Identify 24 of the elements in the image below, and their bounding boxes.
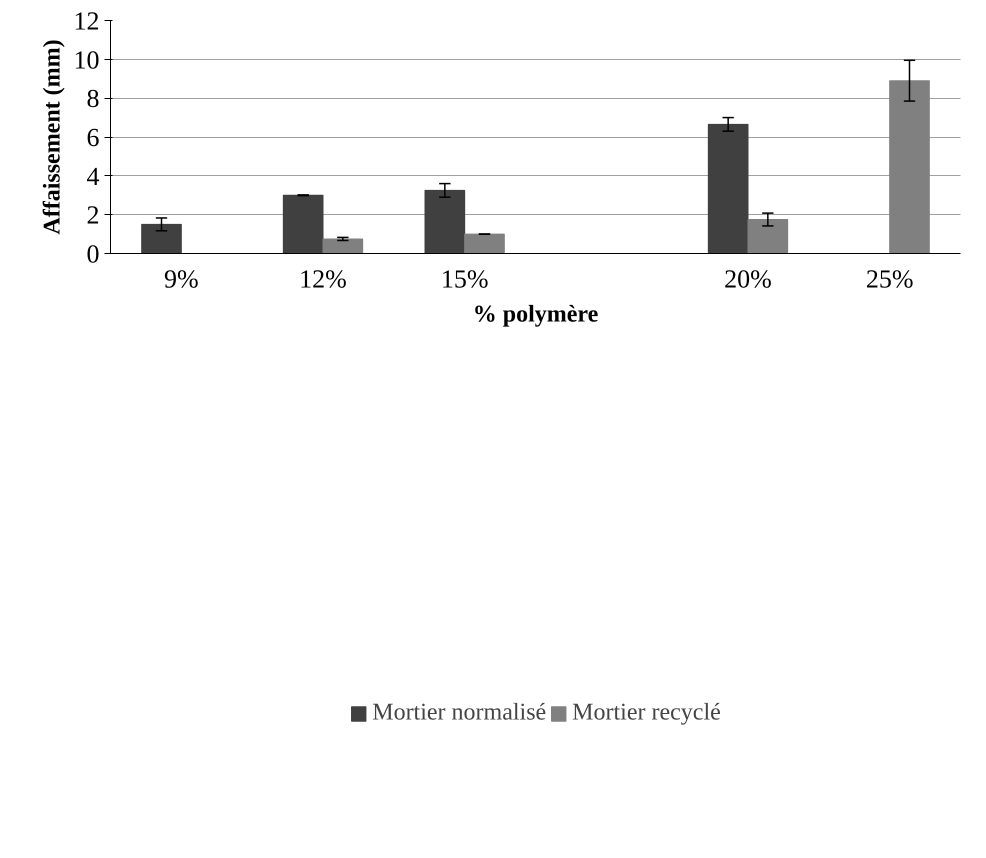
y-tick-label: 6 (86, 123, 100, 152)
y-tick-label: 10 (74, 45, 100, 74)
x-tick-label: 25% (866, 264, 914, 294)
legend-label: Mortier normalisé (372, 700, 546, 727)
bar (141, 224, 182, 254)
y-tick-label: 2 (86, 200, 100, 230)
x-tick-label: 12% (299, 264, 347, 294)
y-tick-label: 8 (86, 84, 100, 114)
legend-label: Mortier recyclé (572, 700, 721, 727)
x-tick-label: 15% (440, 264, 489, 294)
bar (748, 219, 788, 254)
y-axis-title: Affaissement (mm) (40, 39, 66, 235)
bar (889, 80, 930, 254)
bar (322, 238, 364, 254)
y-tick-label: 12 (74, 6, 100, 36)
y-tick-label: 4 (86, 162, 100, 191)
bar (424, 190, 466, 254)
bar (464, 234, 505, 254)
x-tick-label: 20% (724, 264, 772, 294)
bar (282, 194, 324, 254)
x-axis-title: % polymère (472, 302, 599, 328)
y-tick-label: 0 (86, 240, 100, 268)
x-tick-label: 9% (164, 264, 199, 294)
bar (708, 124, 748, 254)
